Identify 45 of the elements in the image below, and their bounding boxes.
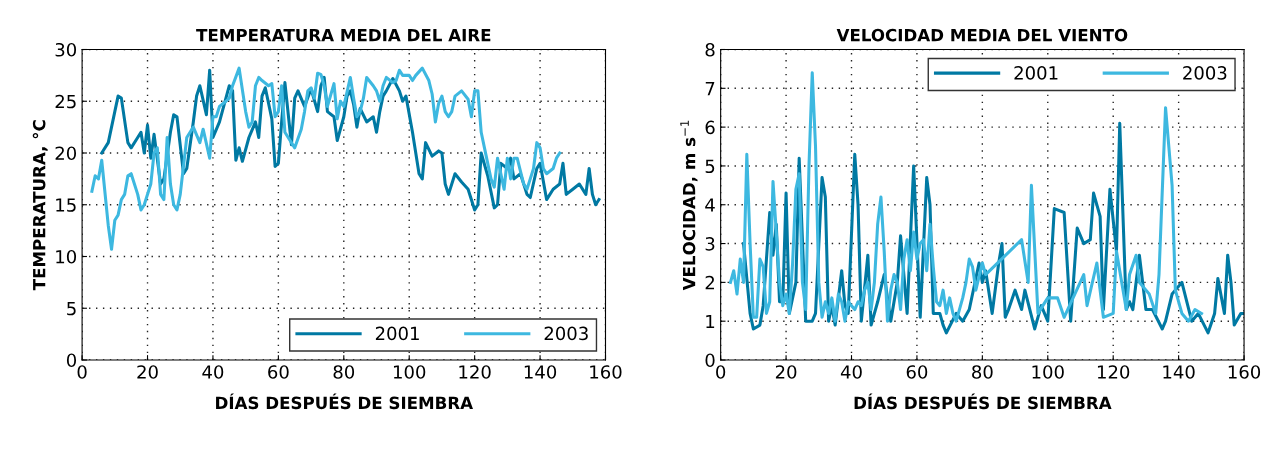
x-tick-label: 20 (775, 365, 797, 379)
x-axis-title: DÍAS DESPUÉS DE SIEMBRA (854, 393, 1112, 410)
y-axis-title: TEMPERATURA, °C (32, 120, 48, 291)
x-tick-label: 40 (840, 365, 862, 379)
y-tick-label: 8 (705, 42, 715, 57)
x-axis-title: DÍAS DESPUÉS DE SIEMBRA (216, 393, 473, 410)
x-tick-label: 100 (1032, 365, 1064, 379)
x-tick-label: 20 (137, 365, 158, 379)
x-tick-label: 0 (716, 365, 726, 379)
x-tick-label: 80 (333, 365, 355, 379)
x-tick-label: 160 (590, 365, 622, 379)
legend-label: 2001 (375, 326, 419, 341)
line-series (90, 66, 562, 251)
legend-label: 2003 (1183, 66, 1227, 80)
x-tick-label: 100 (393, 365, 426, 379)
chart-title: TEMPERATURA MEDIA DEL AIRE (196, 29, 491, 42)
x-tick-label: 120 (1097, 365, 1130, 379)
y-axis-title: VELOCIDAD, m s$^{−1}$ (680, 120, 698, 291)
x-tick-label: 160 (1228, 365, 1261, 379)
x-tick-label: 60 (906, 365, 928, 379)
y-tick-label: 10 (56, 249, 77, 264)
y-tick-label: 0 (705, 353, 715, 368)
x-tick-label: 80 (972, 365, 993, 379)
y-tick-label: 1 (706, 314, 715, 329)
y-tick-label: 4 (705, 198, 715, 212)
y-tick-label: 6 (705, 120, 715, 135)
legend-label: 2003 (544, 326, 588, 341)
y-tick-label: 7 (705, 82, 715, 96)
x-tick-label: 140 (524, 365, 557, 379)
y-tick-label: 0 (66, 353, 77, 368)
x-tick-label: 40 (202, 365, 224, 379)
y-tick-label: 5 (705, 159, 715, 174)
y-tick-label: 15 (56, 198, 76, 212)
y-tick-label: 3 (705, 237, 715, 251)
x-tick-label: 60 (268, 365, 289, 379)
legend-label: 2001 (1014, 66, 1058, 80)
x-tick-label: 120 (459, 365, 491, 379)
y-tick-label: 30 (55, 42, 77, 57)
y-tick-label: 5 (67, 301, 76, 316)
y-tick-label: 2 (705, 275, 714, 290)
chart-title: VELOCIDAD MEDIA DEL VIENTO (836, 28, 1128, 42)
y-tick-label: 25 (55, 94, 76, 109)
y-tick-label: 20 (55, 146, 77, 161)
x-tick-label: 0 (77, 365, 87, 379)
x-tick-label: 140 (1163, 365, 1195, 379)
